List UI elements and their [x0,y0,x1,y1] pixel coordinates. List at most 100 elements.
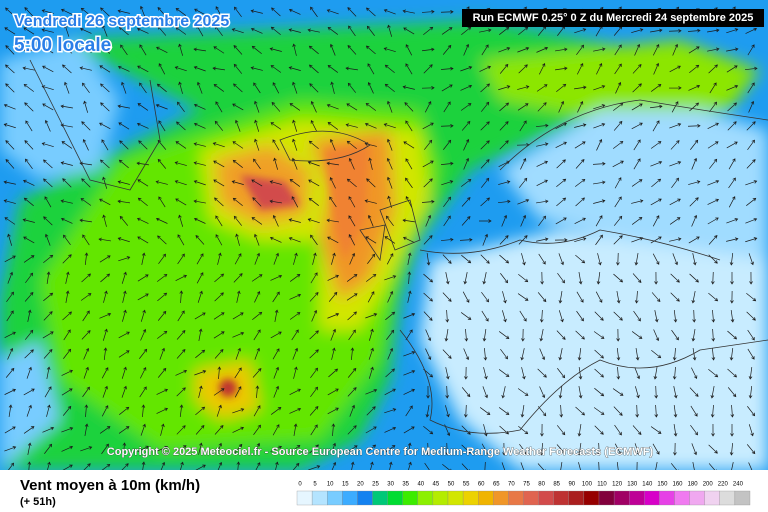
wind-arrow [43,254,54,264]
legend-label: 240 [733,482,744,488]
wind-arrow [23,426,35,434]
wind-arrow [402,9,415,14]
wind-arrow [616,328,620,342]
wind-arrow [195,406,206,416]
wind-arrow [62,178,72,188]
wind-arrow [331,423,336,437]
wind-arrow [99,312,112,319]
wind-arrow [672,253,679,266]
wind-arrow [615,81,622,94]
wind-arrow [101,443,109,455]
wind-arrow [747,44,755,56]
wind-arrow [746,197,757,206]
wind-arrow [80,198,92,206]
wind-arrow [426,442,430,456]
wind-arrow [673,405,678,418]
wind-arrow [730,404,735,418]
wind-arrow [175,27,187,35]
wind-arrow [292,138,298,151]
wind-arrow [424,462,432,470]
wind-arrow [82,234,90,246]
wind-arrow [22,47,35,52]
wind-arrow [329,43,336,56]
wind-arrow [634,367,641,380]
wind-arrow [517,103,529,111]
wind-arrow [729,348,734,361]
wind-arrow [744,66,758,71]
wind-arrow [103,290,108,303]
legend-label: 25 [372,482,379,488]
wind-arrow [23,255,35,263]
wind-arrow [176,348,186,359]
wind-arrow [518,64,528,74]
wind-arrow [254,442,261,455]
wind-arrow [711,423,715,437]
wind-arrow [193,161,206,166]
wind-arrow [727,368,738,378]
wind-arrow [157,235,167,245]
wind-arrow [157,158,167,169]
wind-arrow [273,385,280,398]
wind-arrow [650,198,662,206]
wind-arrow [613,311,623,321]
wind-arrow [8,462,15,470]
wind-arrow [156,273,168,282]
wind-arrow [234,367,242,379]
wind-arrow [593,407,605,415]
legend-swatch [659,490,675,506]
wind-arrow [43,292,54,302]
wind-arrow [748,367,753,380]
wind-arrow [42,331,54,339]
wind-arrow [41,9,54,14]
wind-arrow [364,122,377,129]
legend-label: 120 [612,482,623,488]
legend-swatch [357,490,373,506]
wind-arrow [403,388,416,395]
wind-arrow [745,180,758,186]
wind-arrow [101,367,109,379]
wind-arrow [499,140,509,150]
wind-arrow [348,25,356,37]
wind-arrow [233,83,243,93]
wind-arrow [463,272,468,285]
wind-arrow [688,84,701,91]
wind-arrow [137,236,149,244]
wind-arrow [688,46,700,54]
wind-arrow [60,104,73,109]
wind-arrow [499,63,509,74]
wind-arrow [634,443,640,456]
wind-arrow [310,234,318,246]
wind-arrow [41,28,54,33]
wind-arrow [272,139,280,151]
wind-arrow [480,254,490,264]
wind-arrow [80,293,92,301]
wind-arrow [79,66,92,71]
wind-arrow [501,386,506,399]
wind-arrow [100,273,111,283]
wind-arrow [232,103,244,111]
wind-arrow [631,331,643,339]
legend-swatch [644,490,660,506]
wind-arrow [537,368,547,378]
wind-arrow [3,180,16,185]
wind-arrow [212,66,225,71]
wind-arrow [576,310,584,322]
wind-arrow [365,426,377,434]
wind-arrow [270,122,282,130]
wind-arrow [177,101,185,113]
wind-arrow [46,404,51,417]
wind-arrow [480,197,490,207]
wind-arrow [461,120,471,131]
wind-arrow [121,271,127,284]
wind-arrow [137,65,149,73]
wind-arrow [349,404,356,417]
wind-arrow [441,27,453,35]
wind-arrow [633,158,641,170]
wind-arrow [385,215,394,227]
wind-arrow [669,65,681,73]
wind-arrow [747,139,755,151]
wind-arrow [252,367,262,378]
wind-arrow [576,291,584,303]
wind-arrow [27,442,32,455]
wind-arrow [631,179,643,187]
